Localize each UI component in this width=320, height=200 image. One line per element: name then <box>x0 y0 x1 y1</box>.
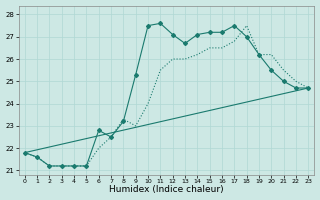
X-axis label: Humidex (Indice chaleur): Humidex (Indice chaleur) <box>109 185 224 194</box>
